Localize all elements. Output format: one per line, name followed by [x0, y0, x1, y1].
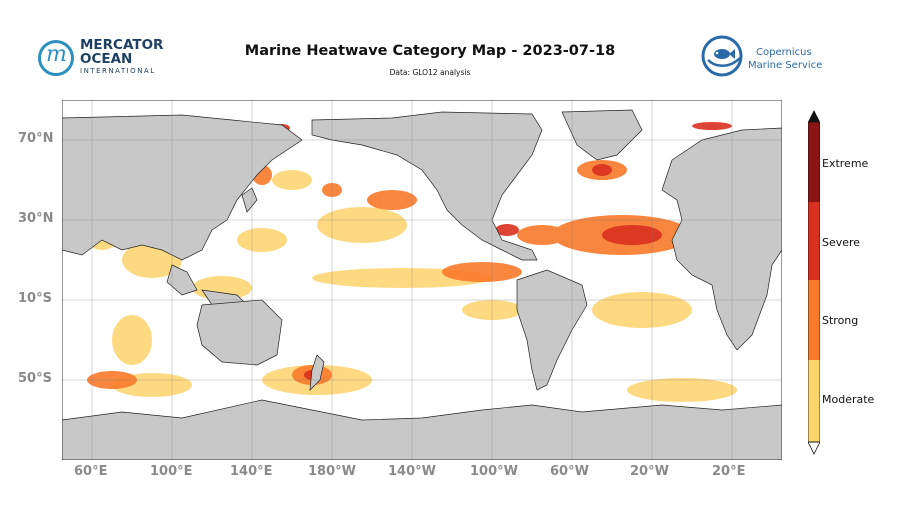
copernicus-logo: Copernicus Marine Service [698, 32, 838, 82]
legend-label-moderate: Moderate [822, 393, 875, 406]
lon-label-20e: 20°E [712, 464, 746, 479]
lon-label-100e: 100°E [150, 464, 193, 479]
world-map [62, 100, 782, 460]
colorbar-extreme [808, 122, 820, 202]
colorbar-strong [808, 280, 820, 360]
lat-label-30n: 30°N [18, 211, 54, 226]
legend-label-strong: Strong [822, 314, 859, 327]
mercator-ocean-logo: m MERCATOR OCEAN INTERNATIONAL [38, 36, 168, 80]
graticule [62, 100, 782, 460]
lon-label-140w: 140°W [388, 464, 436, 479]
colorbar-moderate [808, 360, 820, 442]
map-title: Marine Heatwave Category Map - 2023-07-1… [244, 43, 616, 59]
lon-label-60e: 60°E [74, 464, 108, 479]
mercator-m-icon: m [46, 42, 67, 67]
map-subtitle: Data: GLO12 analysis [389, 68, 471, 77]
lon-label-60w: 60°W [550, 464, 589, 479]
legend-label-severe: Severe [822, 236, 861, 249]
lon-label-20w: 20°W [630, 464, 669, 479]
lon-label-140e: 140°E [230, 464, 273, 479]
lat-label-70n: 70°N [18, 131, 54, 146]
legend-label-extreme: Extreme [822, 157, 869, 170]
logo-text-marine-service: Marine Service [748, 60, 823, 71]
logo-text-mercator: MERCATOR [80, 37, 164, 53]
lat-label-10s: 10°S [18, 291, 52, 306]
lon-label-100w: 100°W [470, 464, 518, 479]
fish-icon [701, 35, 743, 77]
category-colorbar [808, 110, 820, 455]
logo-text-copernicus: Copernicus [756, 47, 812, 58]
land-masses [62, 109, 782, 460]
colorbar-extend-top [808, 110, 820, 122]
colorbar-severe [808, 202, 820, 280]
mercator-circle-icon [38, 40, 74, 76]
logo-text-international: INTERNATIONAL [80, 67, 156, 75]
lat-label-50s: 50°S [18, 371, 52, 386]
lon-label-180w: 180°W [308, 464, 356, 479]
logo-text-ocean: OCEAN [80, 51, 133, 67]
colorbar-extend-bottom [808, 441, 820, 455]
